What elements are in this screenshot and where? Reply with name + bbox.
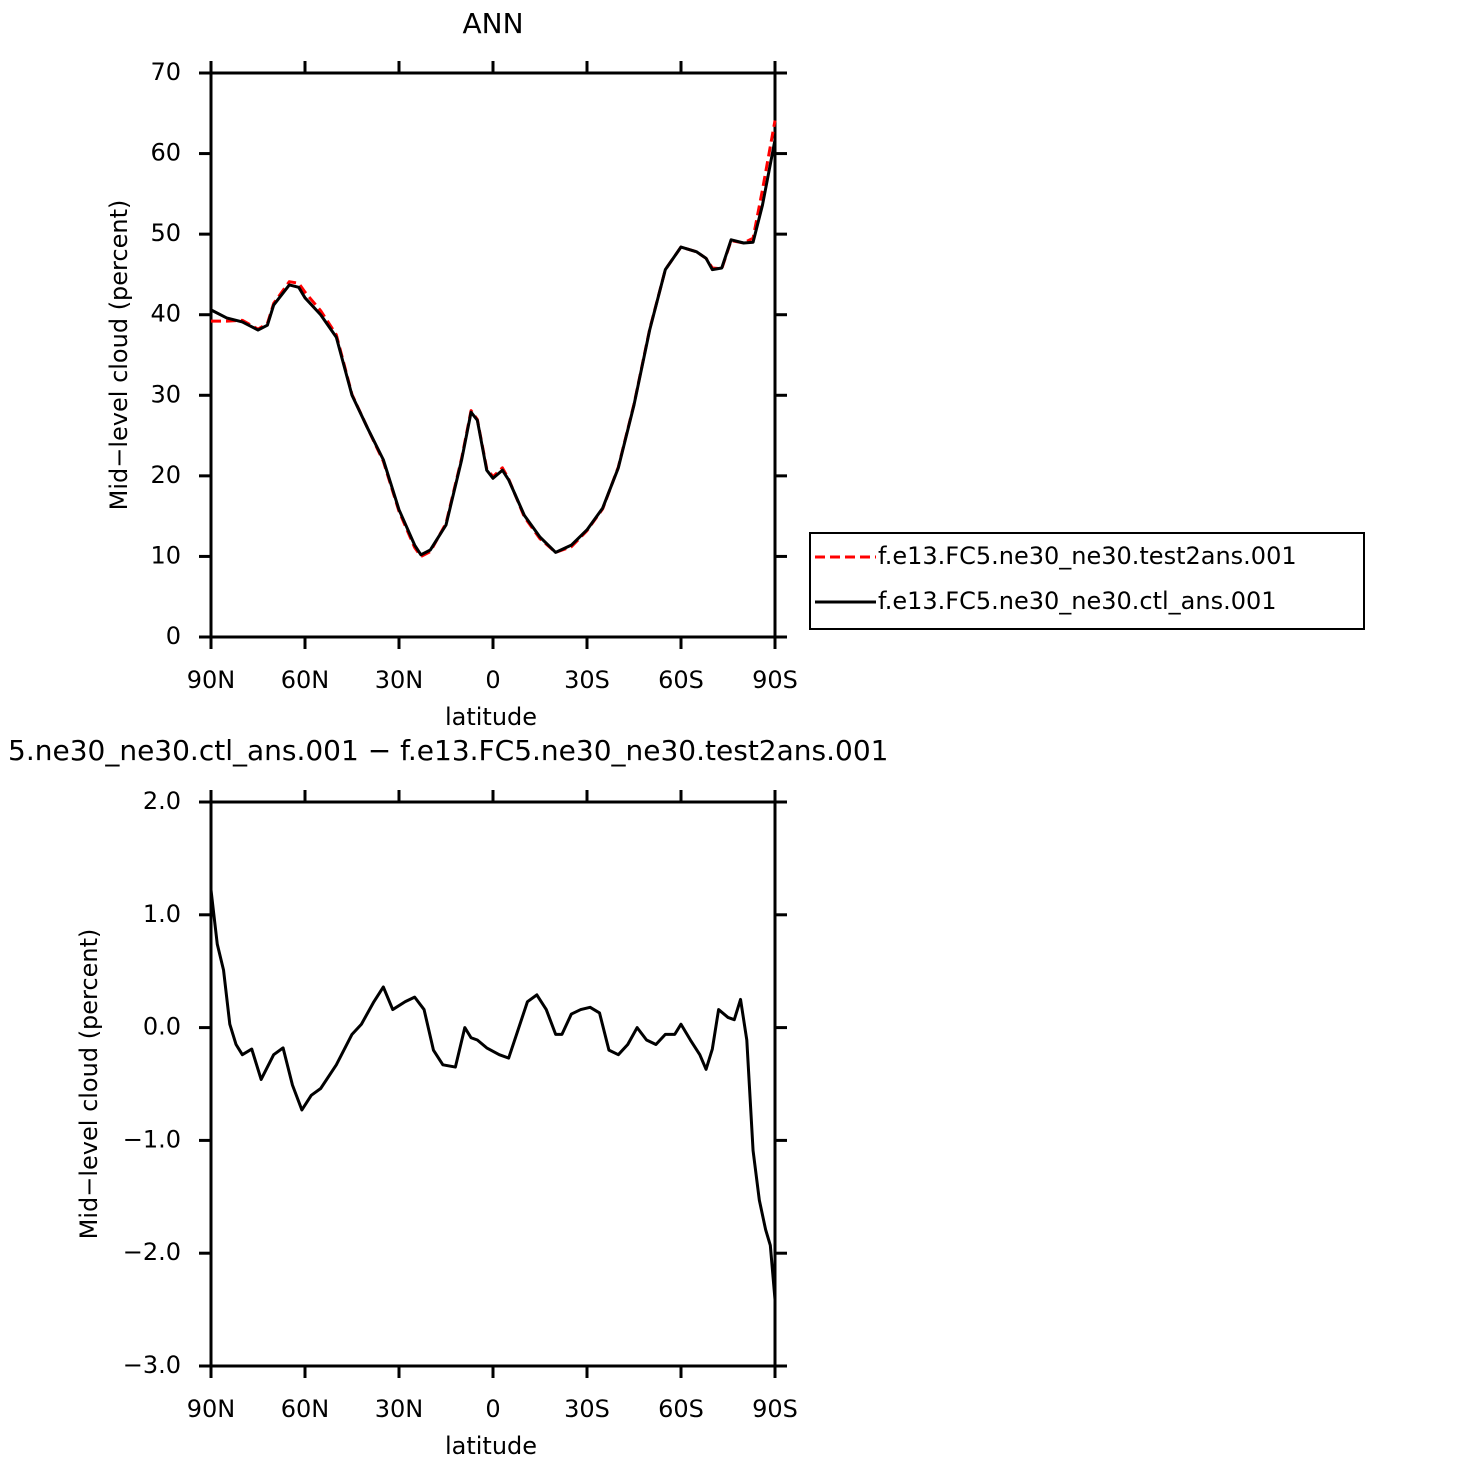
x-axis-label: latitude <box>445 1432 537 1460</box>
x-tick-label: 60N <box>281 666 330 694</box>
x-axis-label: latitude <box>445 703 537 731</box>
y-tick-label: 50 <box>150 219 181 247</box>
legend-label: f.e13.FC5.ne30_ne30.test2ans.001 <box>878 542 1297 570</box>
y-tick-label: −2.0 <box>123 1238 181 1266</box>
x-tick-label: 60S <box>658 1395 704 1423</box>
x-tick-label: 90N <box>187 666 236 694</box>
chart-title: 5.ne30_ne30.ctl_ans.001 − f.e13.FC5.ne30… <box>8 734 888 767</box>
y-tick-label: 0.0 <box>143 1013 181 1041</box>
x-tick-label: 30N <box>375 666 424 694</box>
y-tick-label: 10 <box>150 541 181 569</box>
plot-frame <box>209 71 777 639</box>
y-axis-label: Mid−level cloud (percent) <box>105 200 133 511</box>
x-tick-label: 0 <box>485 1395 500 1423</box>
chart-title: ANN <box>462 7 523 40</box>
plot-frame <box>209 800 777 1368</box>
data-line <box>210 139 777 557</box>
y-axis-label: Mid−level cloud (percent) <box>75 929 103 1240</box>
legend-box <box>809 532 1365 630</box>
y-tick-label: 0 <box>166 622 181 650</box>
x-tick-label: 60N <box>281 1395 330 1423</box>
legend-label: f.e13.FC5.ne30_ne30.ctl_ans.001 <box>878 587 1277 615</box>
data-line <box>209 889 777 1300</box>
x-tick-label: 90N <box>187 1395 236 1423</box>
y-tick-label: 30 <box>150 380 181 408</box>
y-tick-label: 1.0 <box>143 900 181 928</box>
y-tick-label: 70 <box>150 58 181 86</box>
x-tick-label: 30N <box>375 1395 424 1423</box>
y-tick-label: 2.0 <box>143 787 181 815</box>
x-tick-label: 90S <box>752 1395 798 1423</box>
data-line <box>211 120 777 558</box>
y-tick-label: 20 <box>150 461 181 489</box>
y-tick-label: 40 <box>150 300 181 328</box>
x-tick-label: 0 <box>485 666 500 694</box>
y-tick-label: 60 <box>150 139 181 167</box>
x-tick-label: 30S <box>564 1395 610 1423</box>
y-tick-label: −3.0 <box>123 1351 181 1379</box>
x-tick-label: 90S <box>752 666 798 694</box>
y-tick-label: −1.0 <box>123 1125 181 1153</box>
x-tick-label: 30S <box>564 666 610 694</box>
x-tick-label: 60S <box>658 666 704 694</box>
